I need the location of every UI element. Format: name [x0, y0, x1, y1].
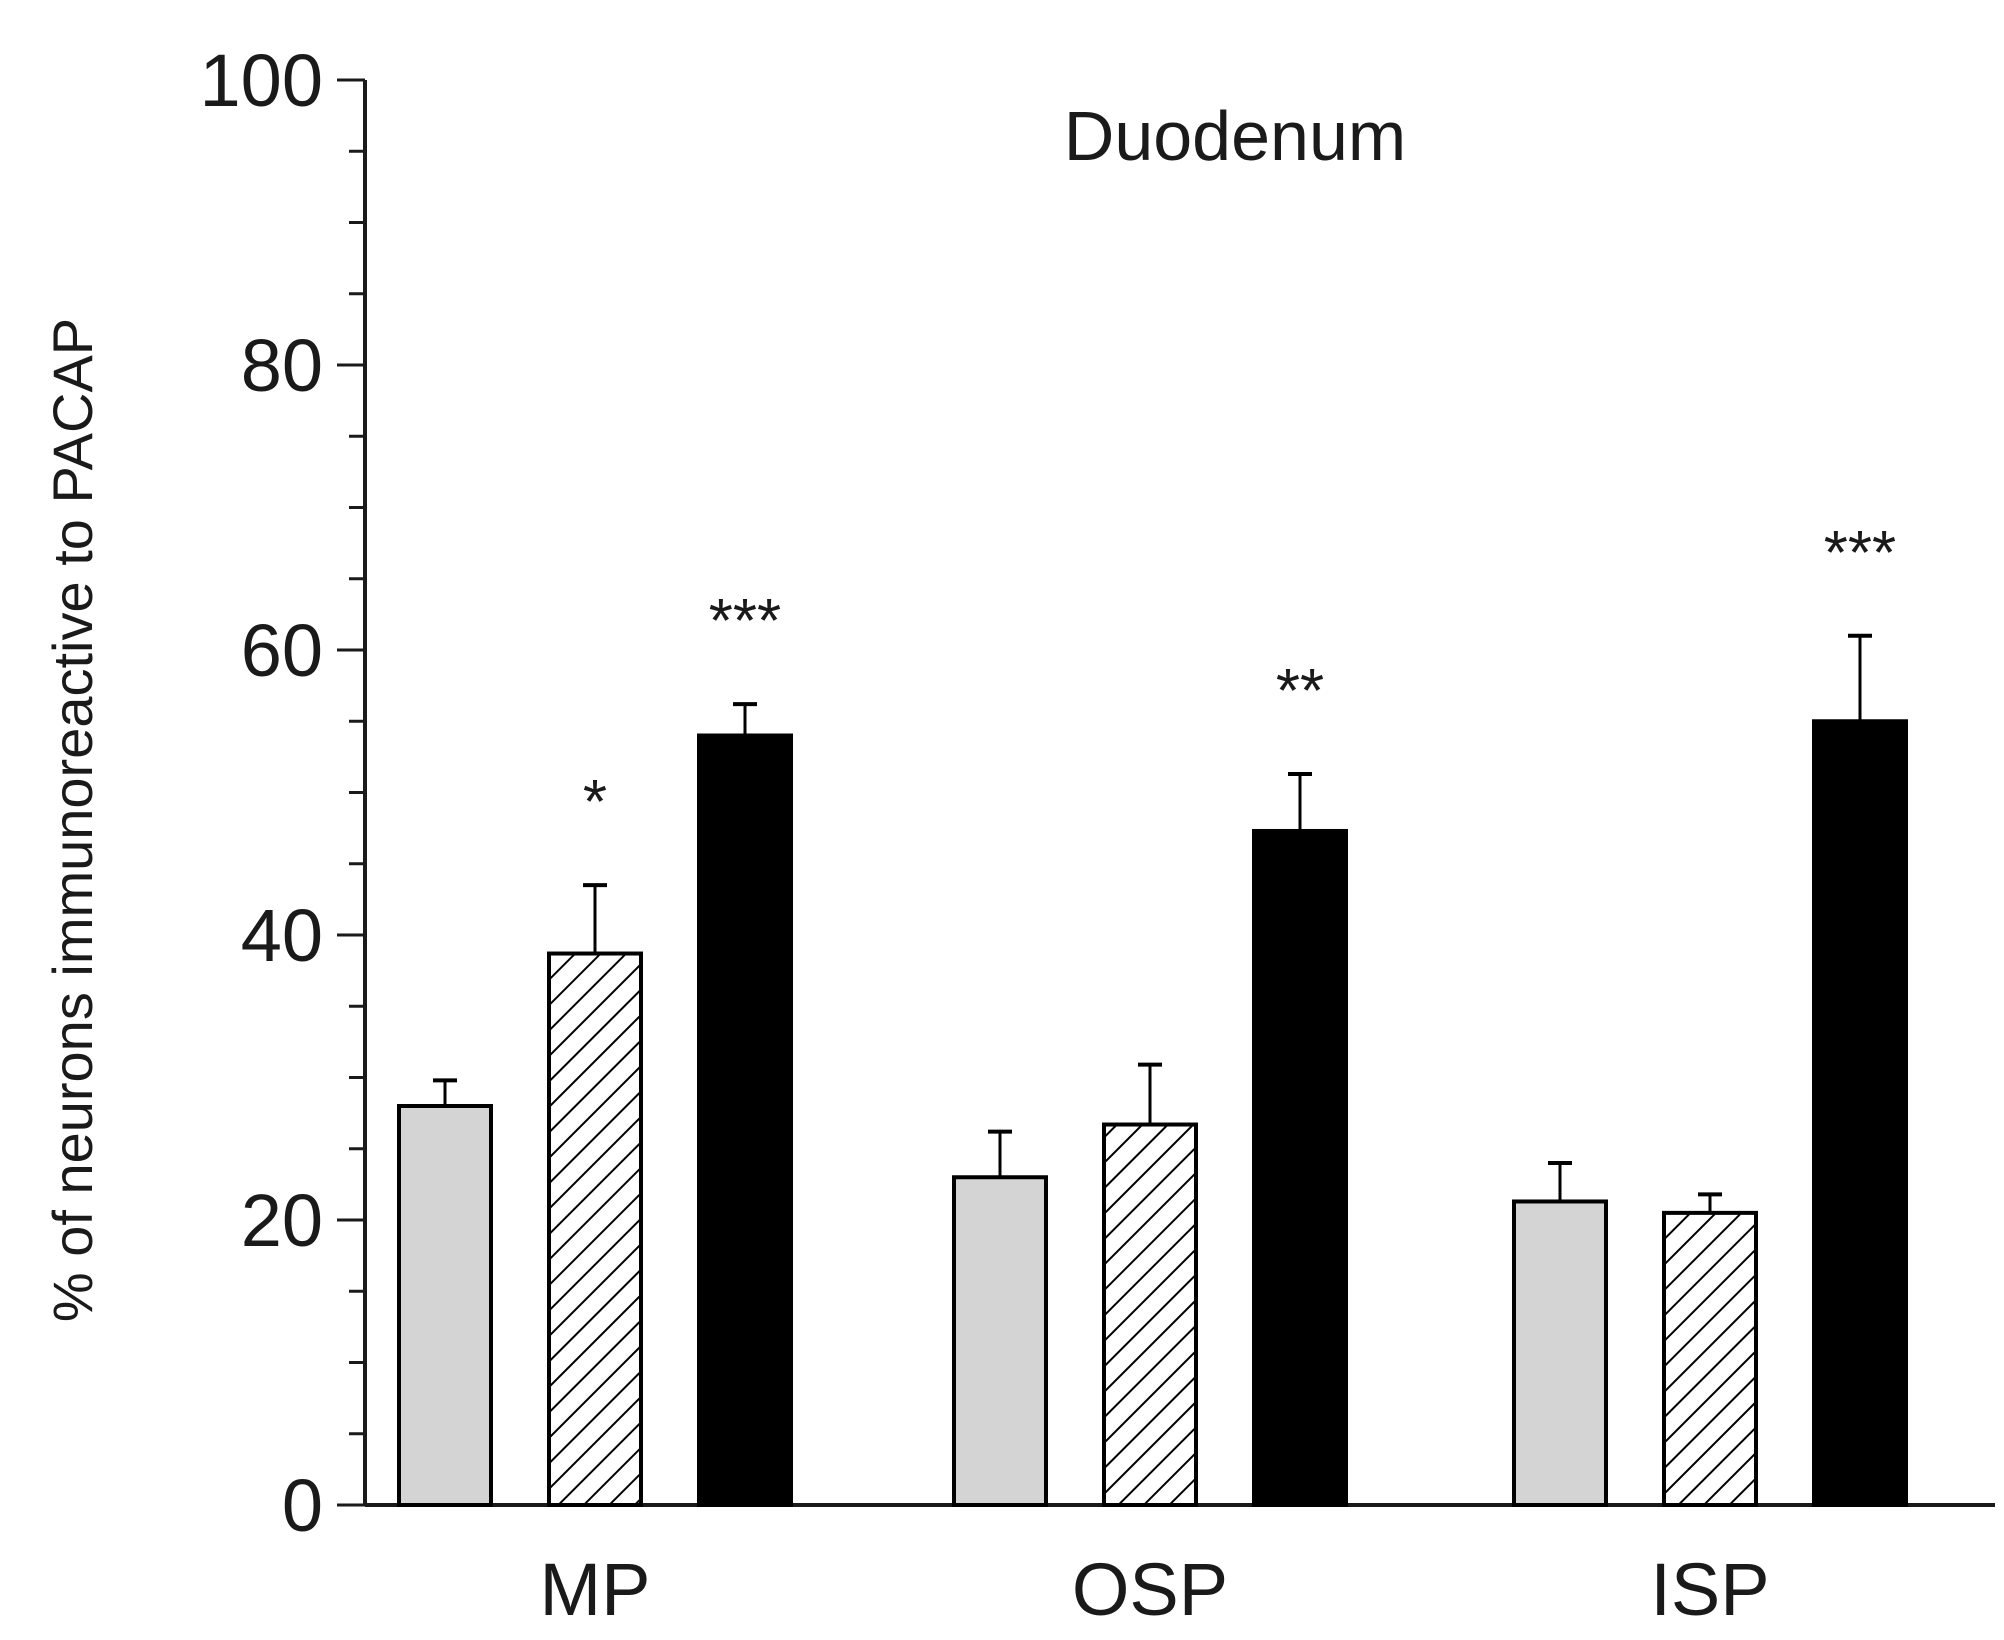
bar-mp-group-3 — [697, 733, 793, 1507]
significance-label: *** — [1824, 519, 1896, 588]
x-category-label: OSP — [1072, 1548, 1228, 1631]
y-tick-label: 20 — [241, 1179, 323, 1262]
y-tick-label: 100 — [200, 39, 323, 122]
bar-mp-group-1 — [397, 1104, 493, 1507]
axes: 0 20 40 60 80 100 — [200, 39, 1995, 1547]
y-axis-label: % of neurons immunoreactive to PACAP — [41, 318, 104, 1322]
y-tick-label: 80 — [241, 324, 323, 407]
x-category-label: MP — [540, 1548, 651, 1631]
y-tick-label: 40 — [241, 894, 323, 977]
bar-osp-group-3 — [1252, 828, 1348, 1507]
category-labels: MP OSP ISP — [540, 1548, 1770, 1631]
bar-isp-group-3 — [1812, 719, 1908, 1507]
y-tick-label: 0 — [282, 1464, 323, 1547]
y-tick-label: 60 — [241, 609, 323, 692]
bars — [397, 719, 1908, 1508]
significance-labels: ********* — [583, 519, 1896, 837]
y-ticks: 0 20 40 60 80 100 — [200, 39, 365, 1547]
x-category-label: ISP — [1650, 1548, 1769, 1631]
error-bars — [433, 633, 1872, 1213]
bar-mp-group-2 — [547, 951, 643, 1507]
bar-osp-group-1 — [952, 1175, 1048, 1507]
significance-label: ** — [1276, 657, 1324, 726]
bar-isp-group-2 — [1662, 1210, 1758, 1507]
bar-isp-group-1 — [1512, 1199, 1608, 1507]
bar-osp-group-2 — [1102, 1122, 1198, 1508]
significance-label: *** — [709, 587, 781, 656]
significance-label: * — [583, 768, 607, 837]
chart-title: Duodenum — [1064, 97, 1406, 175]
